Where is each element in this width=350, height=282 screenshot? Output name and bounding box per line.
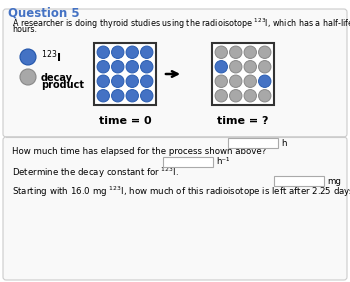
Circle shape	[112, 46, 124, 58]
FancyBboxPatch shape	[163, 157, 213, 167]
Circle shape	[141, 90, 153, 102]
Circle shape	[230, 75, 242, 87]
Text: Starting with 16.0 mg $^{123}$I, how much of this radioisotope is left after 2.2: Starting with 16.0 mg $^{123}$I, how muc…	[12, 185, 350, 199]
Circle shape	[20, 69, 36, 85]
Text: mg: mg	[327, 177, 341, 186]
Circle shape	[97, 90, 110, 102]
Circle shape	[97, 75, 110, 87]
Circle shape	[126, 75, 139, 87]
Circle shape	[141, 46, 153, 58]
Text: h: h	[281, 138, 287, 147]
Text: decay: decay	[41, 73, 73, 83]
Circle shape	[112, 75, 124, 87]
Circle shape	[244, 90, 257, 102]
Circle shape	[259, 61, 271, 73]
Text: How much time has elapsed for the process shown above?: How much time has elapsed for the proces…	[12, 147, 266, 156]
Text: hours.: hours.	[12, 25, 37, 34]
FancyBboxPatch shape	[274, 176, 324, 186]
Circle shape	[244, 61, 257, 73]
Circle shape	[97, 61, 110, 73]
Circle shape	[259, 75, 271, 87]
Circle shape	[141, 75, 153, 87]
Circle shape	[230, 90, 242, 102]
Text: time = 0: time = 0	[99, 116, 151, 126]
Circle shape	[215, 90, 228, 102]
Circle shape	[244, 75, 257, 87]
Circle shape	[141, 61, 153, 73]
FancyBboxPatch shape	[94, 43, 156, 105]
Circle shape	[259, 90, 271, 102]
Text: h⁻¹: h⁻¹	[216, 158, 230, 166]
Circle shape	[97, 46, 110, 58]
Circle shape	[259, 46, 271, 58]
Circle shape	[112, 90, 124, 102]
Text: A researcher is doing thyroid studies using the radioisotope $^{123}$I, which ha: A researcher is doing thyroid studies us…	[12, 17, 350, 31]
FancyBboxPatch shape	[3, 9, 347, 137]
Circle shape	[126, 61, 139, 73]
FancyBboxPatch shape	[3, 137, 347, 280]
Circle shape	[20, 49, 36, 65]
FancyBboxPatch shape	[228, 138, 278, 148]
Text: product: product	[41, 80, 84, 90]
Circle shape	[215, 61, 228, 73]
Text: Determine the decay constant for $^{123}$I.: Determine the decay constant for $^{123}…	[12, 166, 179, 180]
Circle shape	[215, 75, 228, 87]
Circle shape	[126, 90, 139, 102]
Circle shape	[215, 46, 228, 58]
Text: time = ?: time = ?	[217, 116, 269, 126]
Text: Question 5: Question 5	[8, 7, 80, 20]
Circle shape	[230, 46, 242, 58]
Circle shape	[112, 61, 124, 73]
Circle shape	[230, 61, 242, 73]
Text: $^{123}$I: $^{123}$I	[41, 49, 61, 65]
FancyBboxPatch shape	[212, 43, 274, 105]
Circle shape	[244, 46, 257, 58]
Circle shape	[126, 46, 139, 58]
